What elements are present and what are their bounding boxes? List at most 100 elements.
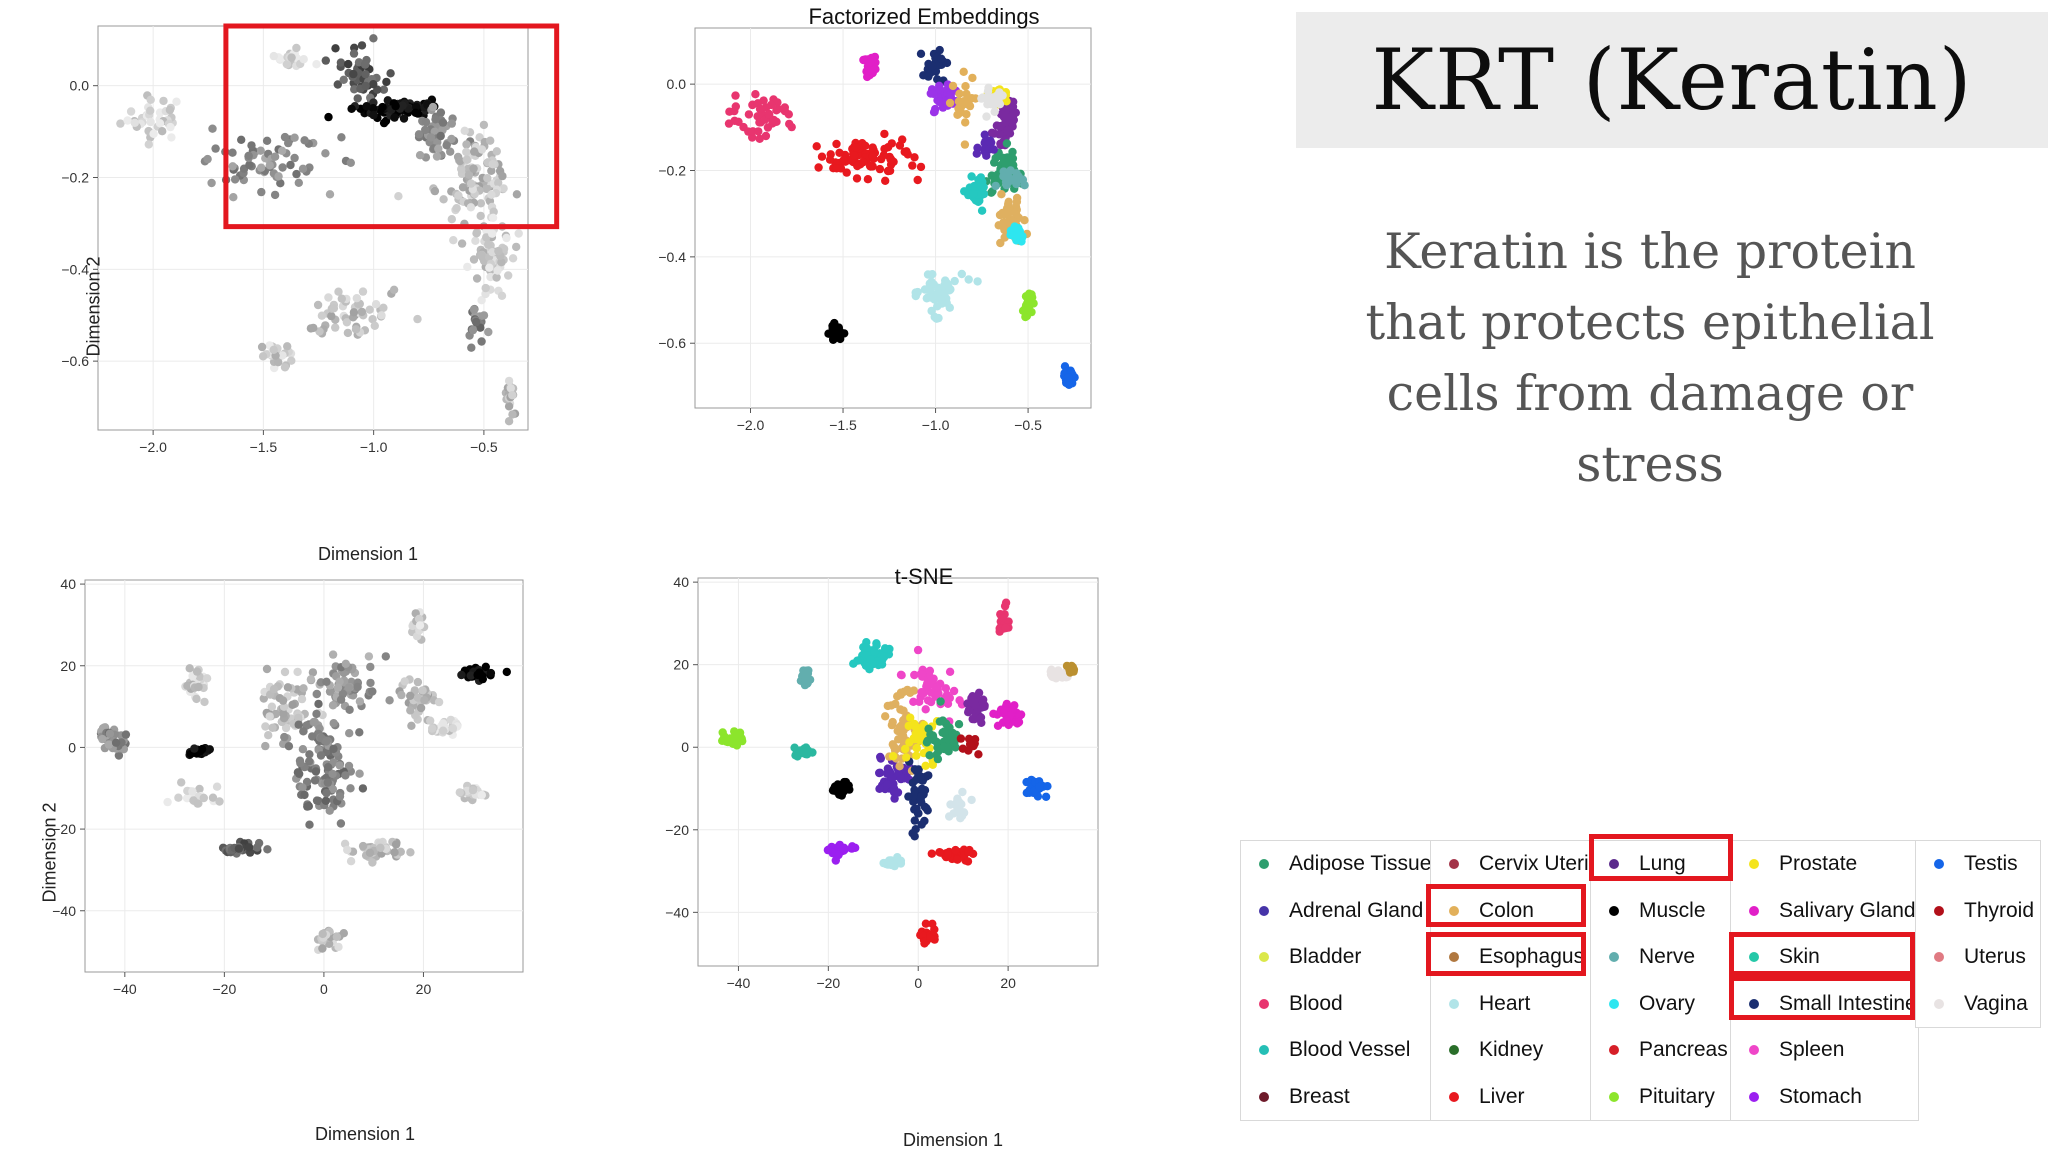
fe_color-point bbox=[825, 155, 835, 164]
tsne_color-point bbox=[917, 784, 927, 793]
tsne_gray-point bbox=[457, 670, 466, 680]
tsne_color-point bbox=[870, 647, 879, 656]
fe_gray-point bbox=[379, 85, 389, 94]
tsne_gray-point bbox=[415, 621, 425, 630]
fe_gray-point bbox=[477, 251, 486, 260]
fe_gray-point bbox=[508, 391, 517, 400]
tsne_color-point bbox=[967, 795, 976, 805]
fe_gray-point bbox=[436, 131, 445, 141]
tsne_color-point bbox=[912, 751, 921, 760]
fe-gray-chart: −2.0 −1.5 −1.0 −0.5 0.0 −0.2 −0.4 −0.6 bbox=[61, 23, 560, 455]
tsne_color-point bbox=[952, 797, 962, 806]
tsne_color-xtick-label: 20 bbox=[1000, 975, 1016, 991]
legend-swatch bbox=[1749, 905, 1759, 916]
tsne_gray-point bbox=[192, 694, 201, 704]
tsne_color-point bbox=[879, 858, 888, 868]
fe_gray-point bbox=[351, 325, 361, 334]
tsne_gray-point bbox=[193, 799, 202, 808]
tsne_color-point bbox=[914, 734, 923, 743]
fe_gray-point bbox=[276, 179, 285, 188]
tsne_gray-point bbox=[262, 664, 272, 674]
fe_gray-point bbox=[391, 101, 400, 111]
tsne_gray-point bbox=[305, 820, 314, 829]
fe_gray-point bbox=[247, 141, 256, 150]
fe_gray-point bbox=[472, 274, 482, 283]
fe_gray-point bbox=[378, 102, 387, 112]
fe_color-points bbox=[724, 45, 1079, 389]
legend-highlight-box bbox=[1426, 932, 1586, 976]
fe_gray-point bbox=[479, 311, 489, 320]
fe_gray-point bbox=[442, 141, 451, 150]
fe_gray-point bbox=[454, 191, 463, 200]
legend-swatch bbox=[1749, 1091, 1759, 1102]
fe_gray-point bbox=[126, 107, 136, 116]
fe_color-point bbox=[1005, 157, 1014, 166]
fe_gray-point bbox=[312, 60, 321, 69]
tsne_color-point bbox=[943, 850, 952, 859]
fe_gray-point bbox=[462, 147, 471, 157]
tsne_gray-point bbox=[212, 782, 222, 791]
fe_color-point bbox=[868, 143, 877, 152]
tsne_gray-point bbox=[418, 686, 427, 695]
tsne_gray-point bbox=[294, 713, 303, 723]
fe_gray-point bbox=[315, 327, 324, 336]
tsne_color-ytick-label: 40 bbox=[673, 574, 689, 590]
legend-label: Esophagus bbox=[1479, 945, 1585, 969]
legend-label: Thyroid bbox=[1964, 898, 2035, 922]
fe_color-point bbox=[754, 127, 763, 136]
tsne_color-point bbox=[885, 768, 894, 778]
fe_gray-point bbox=[244, 151, 253, 160]
tsne_color-point bbox=[914, 765, 923, 775]
fe_gray-point bbox=[329, 304, 339, 313]
fe_gray-point bbox=[353, 94, 362, 103]
fe_color-point bbox=[785, 119, 794, 129]
legend-item: Liver bbox=[1431, 1074, 1593, 1121]
fe_color-ytick-label: −0.4 bbox=[658, 249, 686, 265]
fe_gray-point bbox=[430, 186, 440, 196]
tsne_gray-point bbox=[298, 745, 308, 754]
fe_color-point bbox=[960, 140, 970, 149]
tsne_gray-point bbox=[261, 741, 270, 751]
fe_gray-point bbox=[327, 311, 336, 321]
tsne_color-point bbox=[894, 735, 903, 744]
fe_color-point bbox=[987, 188, 996, 197]
fe_gray-point bbox=[477, 296, 486, 305]
tsne_gray-point bbox=[322, 677, 331, 686]
legend-swatch bbox=[1934, 998, 1944, 1009]
tsne_color-point bbox=[905, 688, 915, 697]
fe_gray-xtick-label: −1.0 bbox=[360, 439, 388, 455]
tsne_gray-point bbox=[355, 697, 365, 706]
fe_color-point bbox=[1003, 206, 1012, 215]
fe_gray-point bbox=[485, 263, 494, 272]
fe_gray-point bbox=[262, 136, 272, 145]
fe_gray-point bbox=[476, 211, 485, 221]
tsne_gray-point bbox=[185, 664, 194, 673]
tsne_color-point bbox=[793, 752, 802, 761]
tsne-color-chart: −40 −20 0 20 40 20 0 −20 −40 bbox=[665, 574, 1099, 991]
tsne_color-point bbox=[927, 849, 936, 858]
legend-item: Pancreas bbox=[1591, 1027, 1733, 1074]
fe_color-point bbox=[842, 168, 851, 177]
fe_color-ytick-label: 0.0 bbox=[667, 76, 687, 92]
fe_gray-point bbox=[280, 363, 290, 372]
fe_color-point bbox=[851, 143, 861, 152]
tsne_gray-point bbox=[174, 793, 183, 802]
fe_gray-point bbox=[466, 179, 476, 188]
tsne_gray-point bbox=[98, 734, 107, 744]
fe_gray-point bbox=[300, 136, 309, 145]
fe_gray-point bbox=[166, 122, 175, 132]
tsne_color-point bbox=[909, 697, 918, 706]
tsne_color-point bbox=[875, 768, 885, 777]
fe_gray-point bbox=[514, 229, 523, 238]
fe_gray-point bbox=[457, 239, 467, 248]
tsne_color-point bbox=[883, 701, 892, 711]
fe_gray-point bbox=[482, 233, 491, 242]
fe_color-point bbox=[935, 45, 944, 55]
tsne_gray-point bbox=[391, 840, 401, 849]
fe_gray-point bbox=[467, 343, 476, 352]
tsne_color-point bbox=[839, 787, 848, 796]
fe_color-point bbox=[933, 290, 942, 300]
fe_color-point bbox=[948, 81, 958, 91]
tsne_gray-ytick-label: 40 bbox=[60, 576, 76, 592]
tsne_color-point bbox=[964, 848, 973, 857]
